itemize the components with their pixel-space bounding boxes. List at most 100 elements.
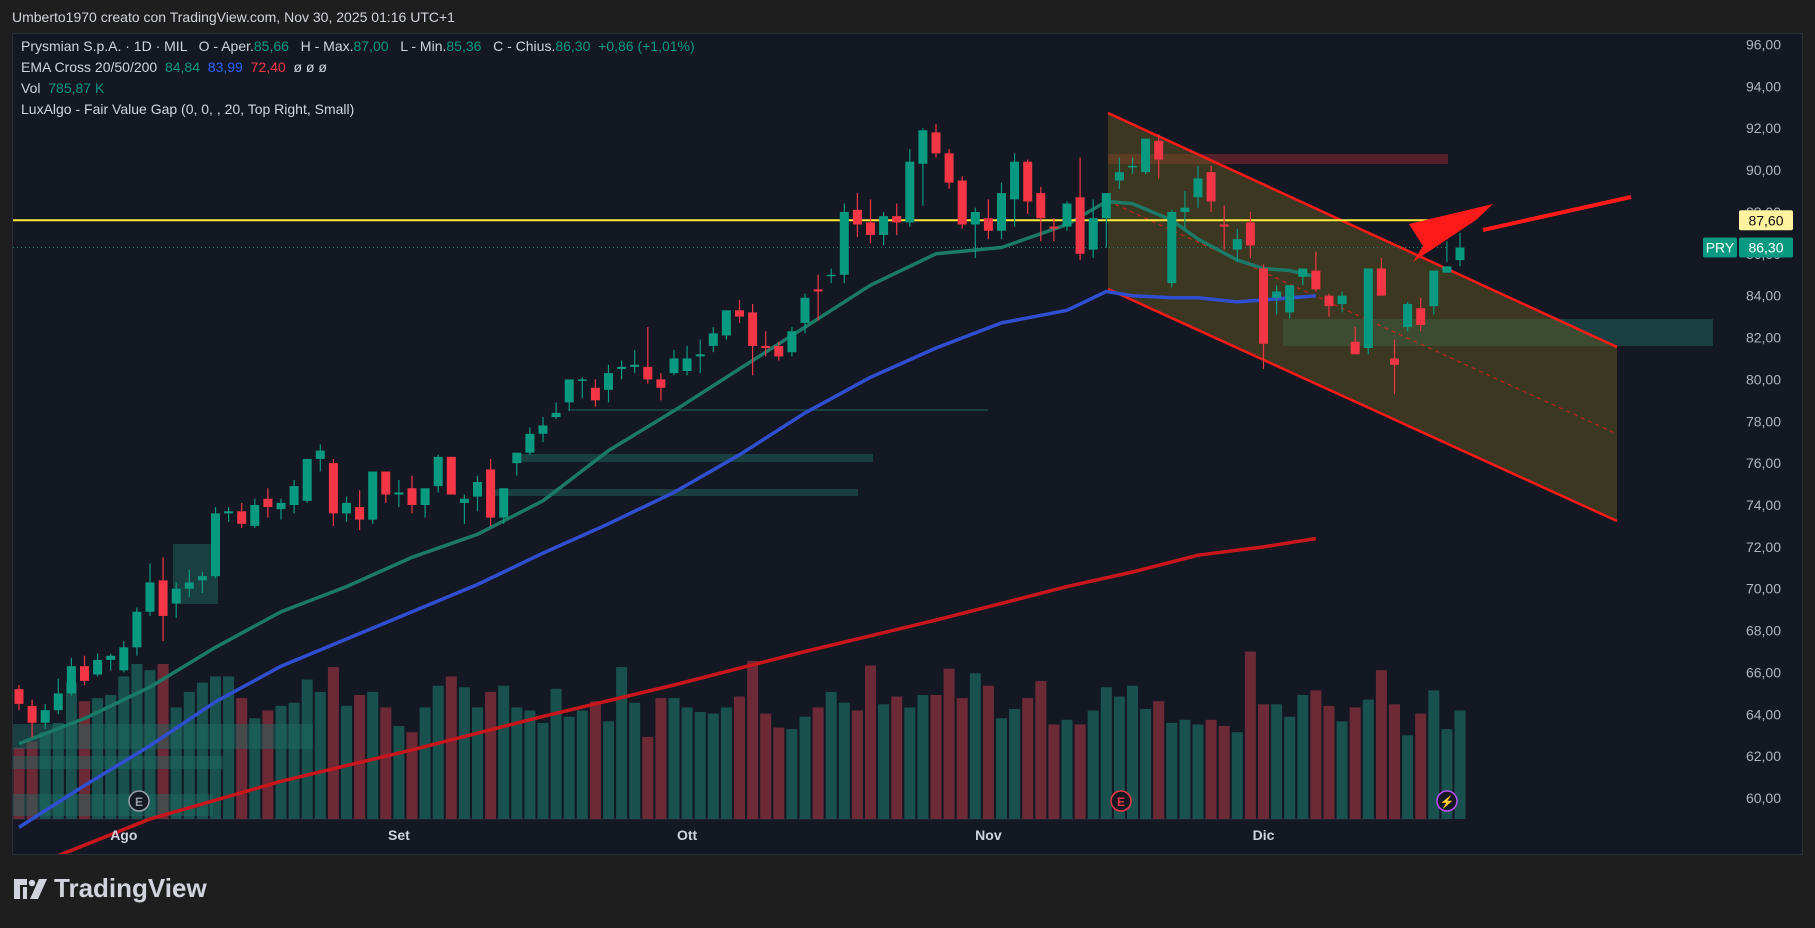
change-value: +0,86 (+1,01%)	[598, 38, 695, 54]
candle-body	[1023, 161, 1033, 202]
candle-body	[211, 513, 220, 577]
candle-body	[407, 488, 417, 505]
volume-bar	[65, 682, 77, 819]
chart-panel[interactable]: EE⚡96,0094,0092,0090,0088,0086,0084,0082…	[12, 33, 1803, 855]
volume-bar	[301, 679, 313, 819]
volume-bar	[1310, 690, 1322, 819]
volume-bar	[1140, 708, 1152, 819]
volume-bar	[1389, 704, 1400, 819]
candle-body	[80, 666, 89, 681]
chart-legend: Prysmian S.p.A. · 1D · MIL O - Aper.85,6…	[21, 36, 695, 120]
candle-body	[957, 180, 967, 225]
candle-body	[813, 289, 823, 292]
candle-body	[1101, 193, 1111, 219]
volume-bar	[1087, 710, 1099, 819]
candle-body	[250, 505, 260, 526]
volume-bar	[537, 722, 549, 819]
volume-bar	[969, 673, 981, 819]
candle-body	[132, 611, 142, 648]
volume-bar	[458, 687, 470, 819]
volume-bar	[1100, 687, 1112, 819]
candle-body	[1180, 207, 1190, 212]
candle-body	[184, 582, 194, 589]
channel-fill	[1108, 113, 1617, 521]
candle-body	[1167, 211, 1177, 284]
volume-bar	[694, 712, 706, 819]
volume-bar	[13, 747, 25, 819]
volume-bar	[812, 707, 824, 819]
volume-bar	[1153, 701, 1165, 819]
ema50-value: 83,99	[207, 59, 243, 75]
volume-bar	[498, 685, 510, 819]
candle-body	[1337, 295, 1347, 305]
volume-bar	[170, 707, 182, 819]
candle-body	[224, 511, 234, 514]
y-tick-label: 90,00	[1746, 162, 1781, 178]
volume-bar	[367, 691, 379, 819]
volume-bar	[105, 695, 117, 819]
tradingview-logo[interactable]: TradingView	[14, 873, 207, 904]
candle-body	[158, 580, 168, 616]
y-tick-label: 80,00	[1746, 371, 1781, 387]
candle-body	[669, 358, 679, 374]
volume-bar	[1454, 710, 1466, 819]
candle-body	[1390, 358, 1399, 365]
candle-body	[538, 425, 548, 434]
earnings-marker: E	[1110, 790, 1132, 812]
candle-body	[342, 502, 351, 514]
candle-body	[695, 354, 705, 357]
volume-bar	[786, 729, 798, 819]
volume-bar	[1009, 708, 1021, 819]
volume-bar	[1179, 719, 1191, 819]
candle-body	[918, 130, 928, 164]
volume-bar	[1323, 705, 1335, 819]
candle-body	[735, 310, 744, 317]
candle-body	[1036, 193, 1046, 219]
y-tick-label: 84,00	[1746, 288, 1781, 304]
volume-bar	[39, 732, 51, 819]
ticker-tag-bg	[1703, 237, 1737, 258]
volume-bar	[1166, 722, 1178, 819]
candle-body	[1285, 285, 1295, 313]
legend-fvg-row[interactable]: LuxAlgo - Fair Value Gap (0, 0, , 20, To…	[21, 99, 695, 120]
candle-body	[368, 471, 378, 520]
volume-bar	[1061, 719, 1073, 819]
arrow-head	[1409, 204, 1493, 262]
volume-bar	[851, 710, 863, 819]
volume-bar	[655, 698, 667, 819]
price-chart[interactable]: EE⚡96,0094,0092,0090,0088,0086,0084,0082…	[13, 34, 1802, 854]
volume-bar	[629, 702, 641, 819]
legend-ema-row[interactable]: EMA Cross 20/50/200 84,84 83,99 72,40 ø …	[21, 57, 695, 78]
y-tick-label: 68,00	[1746, 623, 1781, 639]
candle-body	[1350, 341, 1360, 355]
volume-bar	[406, 732, 418, 819]
close-value: 86,30	[555, 38, 591, 54]
y-tick-label: 60,00	[1746, 790, 1781, 806]
volume-bar	[1048, 724, 1060, 819]
candle-body	[394, 492, 404, 495]
volume-bar	[327, 667, 339, 819]
candle-body	[499, 488, 509, 518]
candle-body	[302, 458, 312, 501]
candle-body	[1193, 178, 1203, 198]
candle-body	[93, 659, 103, 675]
volume-bar	[878, 704, 890, 819]
last-price-tag-bg	[1739, 237, 1793, 258]
candle-body	[748, 312, 758, 346]
ema20-value: 84,84	[164, 59, 201, 75]
fvg-label: LuxAlgo - Fair Value Gap (0, 0, , 20, To…	[21, 101, 355, 117]
volume-bar	[747, 660, 759, 819]
volume-bar	[589, 701, 601, 819]
candle-body	[708, 333, 718, 346]
volume-bar	[996, 718, 1007, 819]
fvg-zone	[568, 409, 988, 411]
candle-body	[1232, 239, 1242, 250]
candle-body	[761, 345, 771, 348]
volume-bar	[26, 741, 38, 819]
legend-vol-row[interactable]: Vol 785,87 K	[21, 78, 695, 99]
candle-body	[1141, 138, 1151, 173]
candle-body	[459, 498, 469, 503]
legend-symbol[interactable]: Prysmian S.p.A. · 1D · MIL	[21, 38, 187, 54]
candle-body	[905, 161, 915, 223]
candle-body	[1429, 270, 1439, 307]
